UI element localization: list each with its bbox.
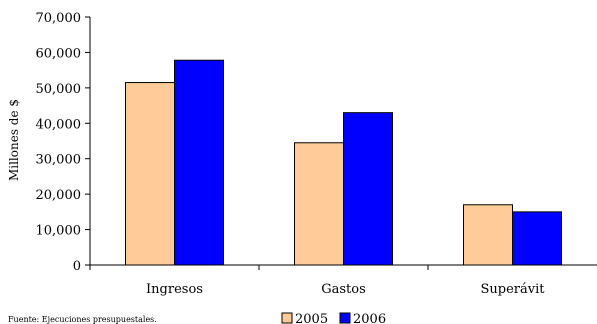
y-tick-label: 60,000 bbox=[36, 46, 82, 61]
y-tick-label: 70,000 bbox=[36, 11, 82, 26]
bar-2006 bbox=[174, 59, 224, 266]
legend-label: 2006 bbox=[353, 312, 386, 324]
y-axis-title: Millones de $ bbox=[7, 99, 21, 181]
bar-2006 bbox=[343, 112, 393, 266]
legend-swatch bbox=[281, 312, 293, 324]
y-tick-label: 10,000 bbox=[36, 224, 82, 239]
y-tick-label: 50,000 bbox=[36, 82, 82, 97]
bar-2005 bbox=[125, 82, 175, 266]
bar-2006 bbox=[512, 211, 562, 266]
y-tick-label: 30,000 bbox=[36, 153, 82, 168]
x-tick-label: Superávit bbox=[481, 282, 546, 297]
bars bbox=[125, 59, 562, 266]
y-axis: 0 10,000 20,000 30,000 40,000 50,000 60,000 70,… bbox=[36, 11, 91, 274]
x-tick-label: Gastos bbox=[321, 282, 366, 297]
bar-2005 bbox=[463, 204, 513, 266]
x-axis: Ingresos Gastos Superávit bbox=[89, 264, 597, 297]
y-tick-label: 0 bbox=[73, 259, 81, 274]
y-tick-label: 20,000 bbox=[36, 188, 82, 203]
x-tick-label: Ingresos bbox=[146, 282, 203, 297]
bar-2005 bbox=[294, 142, 344, 266]
y-tick-label: 40,000 bbox=[36, 117, 82, 132]
legend: 2005 2006 bbox=[281, 312, 386, 324]
legend-label: 2005 bbox=[295, 312, 328, 324]
source-note: Fuente: Ejecuciones presupuestales. bbox=[8, 315, 157, 324]
legend-swatch bbox=[339, 312, 351, 324]
